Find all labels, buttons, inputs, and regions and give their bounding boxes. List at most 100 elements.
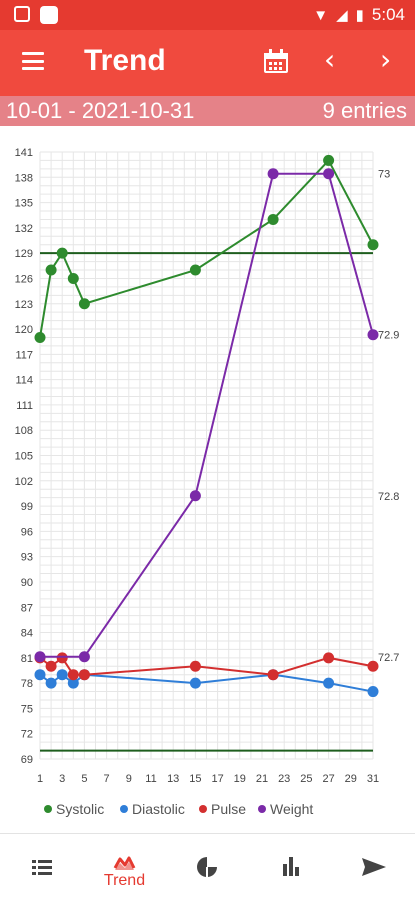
data-point-systolic bbox=[45, 264, 57, 276]
nav-pie[interactable] bbox=[166, 834, 249, 900]
data-point-weight bbox=[323, 168, 335, 180]
x-tick-label: 5 bbox=[81, 773, 87, 785]
data-point-weight bbox=[189, 490, 201, 502]
battery-icon: ▮ bbox=[355, 7, 364, 24]
legend-label-systolic: Systolic bbox=[56, 801, 104, 817]
y-tick-label: 78 bbox=[21, 678, 33, 690]
data-point-systolic bbox=[267, 213, 279, 225]
data-point-systolic bbox=[367, 239, 379, 251]
data-point-systolic bbox=[189, 264, 201, 276]
chevron-left-icon[interactable]: ‹ bbox=[324, 43, 336, 76]
date-range: 10-01 - 2021-10-31 bbox=[6, 98, 195, 123]
y-tick-label: 120 bbox=[15, 324, 33, 336]
signal-icon: ◢ bbox=[336, 7, 348, 24]
app-notification-icon bbox=[40, 6, 58, 24]
y-tick-label: 93 bbox=[21, 552, 33, 564]
x-tick-label: 17 bbox=[211, 773, 223, 785]
data-point-systolic bbox=[78, 298, 90, 310]
menu-icon[interactable] bbox=[22, 52, 44, 70]
nav-bar[interactable] bbox=[249, 834, 332, 900]
y-tick-label: 129 bbox=[15, 248, 33, 260]
x-tick-label: 25 bbox=[300, 773, 312, 785]
legend-marker-pulse bbox=[199, 805, 207, 813]
y2-tick-label: 72.9 bbox=[378, 330, 399, 342]
data-point-weight bbox=[34, 651, 46, 663]
page-title: Trend bbox=[84, 44, 166, 77]
data-point-pulse bbox=[67, 669, 79, 681]
data-point-systolic bbox=[323, 154, 335, 166]
y-tick-label: 135 bbox=[15, 198, 33, 210]
y-tick-label: 72 bbox=[21, 729, 33, 741]
y-tick-label: 117 bbox=[15, 349, 33, 361]
data-point-diastolic bbox=[56, 669, 68, 681]
status-time: 5:04 bbox=[371, 5, 405, 24]
legend-marker-diastolic bbox=[120, 805, 128, 813]
data-point-diastolic bbox=[189, 677, 201, 689]
y2-tick-label: 73 bbox=[378, 169, 390, 181]
image-notification-icon bbox=[14, 6, 30, 22]
y-tick-label: 111 bbox=[16, 400, 33, 412]
chevron-right-icon[interactable]: › bbox=[380, 43, 392, 76]
y-tick-label: 108 bbox=[15, 425, 33, 437]
y-tick-label: 105 bbox=[15, 451, 33, 463]
data-point-systolic bbox=[56, 247, 68, 259]
data-point-pulse bbox=[56, 652, 68, 664]
x-tick-label: 31 bbox=[367, 773, 379, 785]
data-point-pulse bbox=[189, 660, 201, 672]
y-tick-label: 99 bbox=[21, 501, 33, 513]
x-tick-label: 29 bbox=[345, 773, 357, 785]
bar-chart-icon bbox=[283, 857, 299, 876]
y-tick-label: 90 bbox=[21, 577, 33, 589]
y-tick-label: 141 bbox=[15, 147, 33, 159]
y-tick-label: 123 bbox=[15, 299, 33, 311]
entries-count: 9 entries bbox=[322, 98, 407, 123]
y-tick-label: 132 bbox=[15, 223, 33, 235]
trend-icon bbox=[113, 856, 136, 870]
nav-trend-label: Trend bbox=[103, 872, 146, 889]
bottom-nav: Trend bbox=[0, 833, 415, 900]
x-tick-label: 23 bbox=[278, 773, 290, 785]
legend-label-weight: Weight bbox=[270, 801, 313, 817]
y-tick-label: 96 bbox=[21, 526, 33, 538]
wifi-icon: ▼ bbox=[313, 6, 329, 24]
nav-send[interactable] bbox=[332, 834, 415, 900]
y-tick-label: 84 bbox=[21, 628, 33, 640]
nav-trend[interactable]: Trend bbox=[83, 834, 166, 900]
legend-marker-systolic bbox=[44, 805, 52, 813]
send-icon bbox=[362, 858, 386, 876]
y2-tick-label: 72.8 bbox=[378, 491, 399, 503]
data-point-diastolic bbox=[45, 677, 57, 689]
y-tick-label: 114 bbox=[15, 375, 33, 387]
y-tick-label: 69 bbox=[21, 754, 33, 766]
pie-chart-icon bbox=[197, 855, 219, 878]
legend-label-diastolic: Diastolic bbox=[132, 801, 185, 817]
x-tick-label: 3 bbox=[59, 773, 65, 785]
list-icon bbox=[32, 860, 52, 875]
y-tick-label: 75 bbox=[21, 703, 33, 715]
x-tick-label: 9 bbox=[126, 773, 132, 785]
status-bar: ▼ ◢ ▮ 5:04 bbox=[0, 0, 415, 30]
data-point-pulse bbox=[78, 669, 90, 681]
app-bar: Trend ‹ › bbox=[0, 30, 415, 96]
data-point-diastolic bbox=[367, 686, 379, 698]
data-point-pulse bbox=[45, 660, 57, 672]
legend-label-pulse: Pulse bbox=[211, 801, 246, 817]
data-point-weight bbox=[267, 168, 279, 180]
y-tick-label: 126 bbox=[15, 273, 33, 285]
data-point-pulse bbox=[367, 660, 379, 672]
x-tick-label: 7 bbox=[104, 773, 110, 785]
legend-marker-weight bbox=[258, 805, 266, 813]
data-point-diastolic bbox=[323, 677, 335, 689]
data-point-diastolic bbox=[34, 669, 46, 681]
calendar-icon[interactable] bbox=[264, 49, 288, 73]
nav-list[interactable] bbox=[0, 834, 83, 900]
data-point-diastolic bbox=[67, 677, 79, 689]
data-point-weight bbox=[367, 329, 379, 341]
data-point-systolic bbox=[34, 331, 46, 343]
x-tick-label: 13 bbox=[167, 773, 179, 785]
x-tick-label: 19 bbox=[234, 773, 246, 785]
data-point-pulse bbox=[323, 652, 335, 664]
y2-tick-label: 72.7 bbox=[378, 652, 399, 664]
data-point-systolic bbox=[67, 272, 79, 284]
